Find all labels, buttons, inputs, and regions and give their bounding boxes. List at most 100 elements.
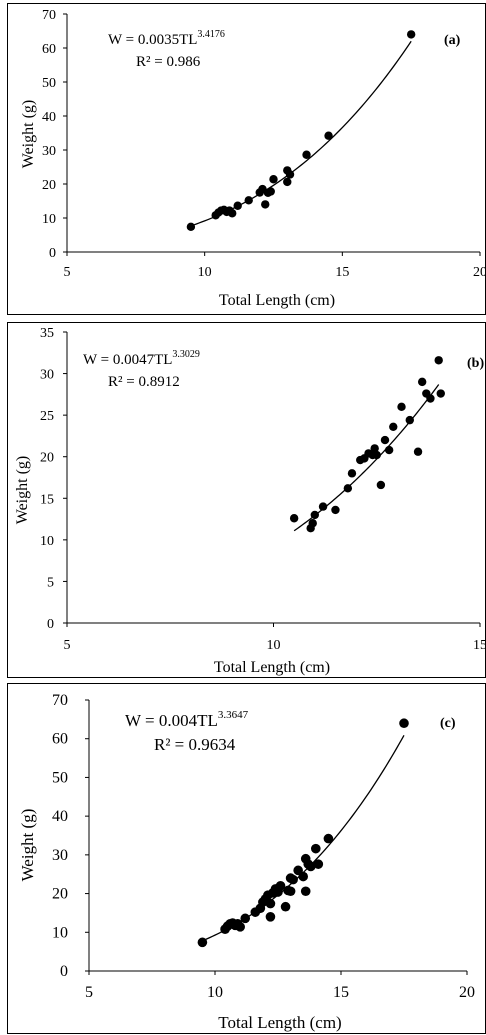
y-tick-label: 60 — [52, 731, 68, 748]
data-point — [323, 833, 334, 844]
data-point — [311, 843, 321, 854]
y-tick-label: 0 — [49, 246, 56, 261]
x-tick-label: 10 — [267, 638, 281, 653]
data-point — [426, 394, 435, 403]
y-tick-label: 15 — [40, 492, 54, 507]
data-point — [240, 913, 251, 924]
data-point — [302, 150, 311, 159]
data-point — [255, 903, 266, 914]
chart-a: 5 10 15 20 0 10 20 30 40 50 60 70 W = 0.0035TL3.417… — [7, 3, 486, 315]
equation-label: W = 0.004TL3.3647 — [125, 709, 249, 730]
data-point — [417, 377, 427, 387]
data-point — [300, 886, 311, 897]
axes: 5 10 15 20 0 10 20 30 40 50 60 70 — [42, 8, 486, 280]
equation-label: W = 0.0047TL3.3029 — [83, 349, 200, 368]
chart-border — [7, 683, 486, 1034]
data-point — [405, 415, 414, 425]
data-point — [197, 937, 208, 948]
data-point — [376, 480, 386, 490]
data-point — [285, 170, 295, 179]
data-point — [298, 871, 309, 882]
y-tick-label: 50 — [52, 769, 68, 786]
x-tick-label: 10 — [198, 265, 212, 280]
x-tick-label: 5 — [85, 984, 93, 1001]
axes: 5 10 15 20 0 10 20 30 40 50 60 70 — [52, 692, 475, 1001]
chart-border — [7, 3, 486, 315]
data-point — [305, 861, 316, 872]
y-tick-label: 70 — [52, 692, 68, 709]
trendline-curve — [190, 40, 412, 227]
data-point — [283, 885, 293, 896]
data-point — [313, 859, 324, 869]
y-axis-title: Weight (g) — [14, 456, 31, 524]
y-tick-label: 30 — [52, 847, 68, 864]
data-point — [380, 435, 390, 445]
r-squared-label: R² = 0.9634 — [154, 735, 236, 754]
data-point — [186, 222, 196, 232]
data-point — [372, 450, 381, 460]
panel-label: (b) — [467, 356, 484, 371]
data-point — [288, 874, 298, 885]
chart-panel-c: 5 10 15 20 0 10 20 30 40 50 60 70 W = 0.004TL3.3647… — [0, 683, 486, 1035]
data-point — [310, 510, 319, 520]
chart-c: 5 10 15 20 0 10 20 30 40 50 60 70 W = 0.004TL3.3647… — [7, 683, 486, 1034]
y-tick-label: 20 — [42, 178, 56, 193]
trendline — [190, 40, 412, 227]
y-tick-label: 10 — [42, 212, 56, 227]
chart-panel-b: 5 10 15 0 5 10 15 20 25 30 35 W = 0.0047TL3.3029 R… — [0, 322, 486, 680]
data-points — [289, 356, 445, 533]
data-point — [436, 389, 445, 398]
data-point — [228, 209, 237, 218]
x-axis-title: Total Length (cm) — [214, 659, 330, 676]
y-tick-label: 25 — [40, 409, 54, 424]
data-point — [280, 901, 291, 912]
x-tick-label: 5 — [64, 638, 71, 653]
chart-border — [7, 322, 486, 678]
data-point — [324, 131, 333, 140]
data-point — [389, 422, 398, 431]
panel-label: (a) — [444, 33, 461, 48]
data-point — [261, 200, 270, 209]
x-tick-label: 5 — [64, 265, 71, 280]
y-tick-label: 0 — [60, 963, 68, 980]
data-point — [269, 175, 278, 184]
y-tick-label: 40 — [42, 110, 56, 125]
x-tick-label: 15 — [335, 265, 349, 280]
y-tick-label: 35 — [40, 326, 54, 341]
y-axis-title: Weight (g) — [20, 100, 37, 168]
data-point — [275, 881, 286, 891]
r-squared-label: R² = 0.986 — [136, 54, 201, 70]
data-point — [308, 519, 317, 528]
data-points — [197, 718, 409, 948]
y-tick-label: 60 — [42, 42, 56, 57]
y-tick-label: 20 — [40, 451, 54, 466]
data-point — [347, 469, 357, 478]
y-tick-label: 10 — [52, 924, 68, 941]
r-squared-label: R² = 0.8912 — [108, 374, 180, 390]
y-tick-label: 5 — [47, 575, 54, 590]
data-point — [265, 898, 276, 909]
data-points — [186, 30, 416, 232]
x-tick-label: 20 — [473, 265, 486, 280]
data-point — [397, 402, 406, 412]
data-point — [399, 718, 409, 729]
data-point — [265, 912, 276, 922]
chart-panel-a: 5 10 15 20 0 10 20 30 40 50 60 70 W = 0.0035TL3.417… — [0, 0, 486, 318]
panel-label: (c) — [440, 716, 456, 731]
y-tick-label: 30 — [40, 368, 54, 383]
data-point — [318, 502, 328, 511]
y-axis-title: Weight (g) — [18, 809, 37, 882]
data-point — [283, 177, 292, 187]
x-tick-label: 15 — [333, 984, 349, 1001]
x-tick-label: 15 — [473, 638, 486, 653]
x-tick-label: 20 — [459, 984, 475, 1001]
data-point — [343, 484, 353, 493]
x-axis-title: Total Length (cm) — [218, 1013, 341, 1032]
y-tick-label: 20 — [52, 886, 68, 903]
data-point — [289, 514, 299, 523]
y-tick-label: 0 — [47, 617, 54, 632]
data-point — [331, 505, 340, 515]
data-point — [233, 201, 242, 210]
x-axis-title: Total Length (cm) — [219, 292, 335, 309]
